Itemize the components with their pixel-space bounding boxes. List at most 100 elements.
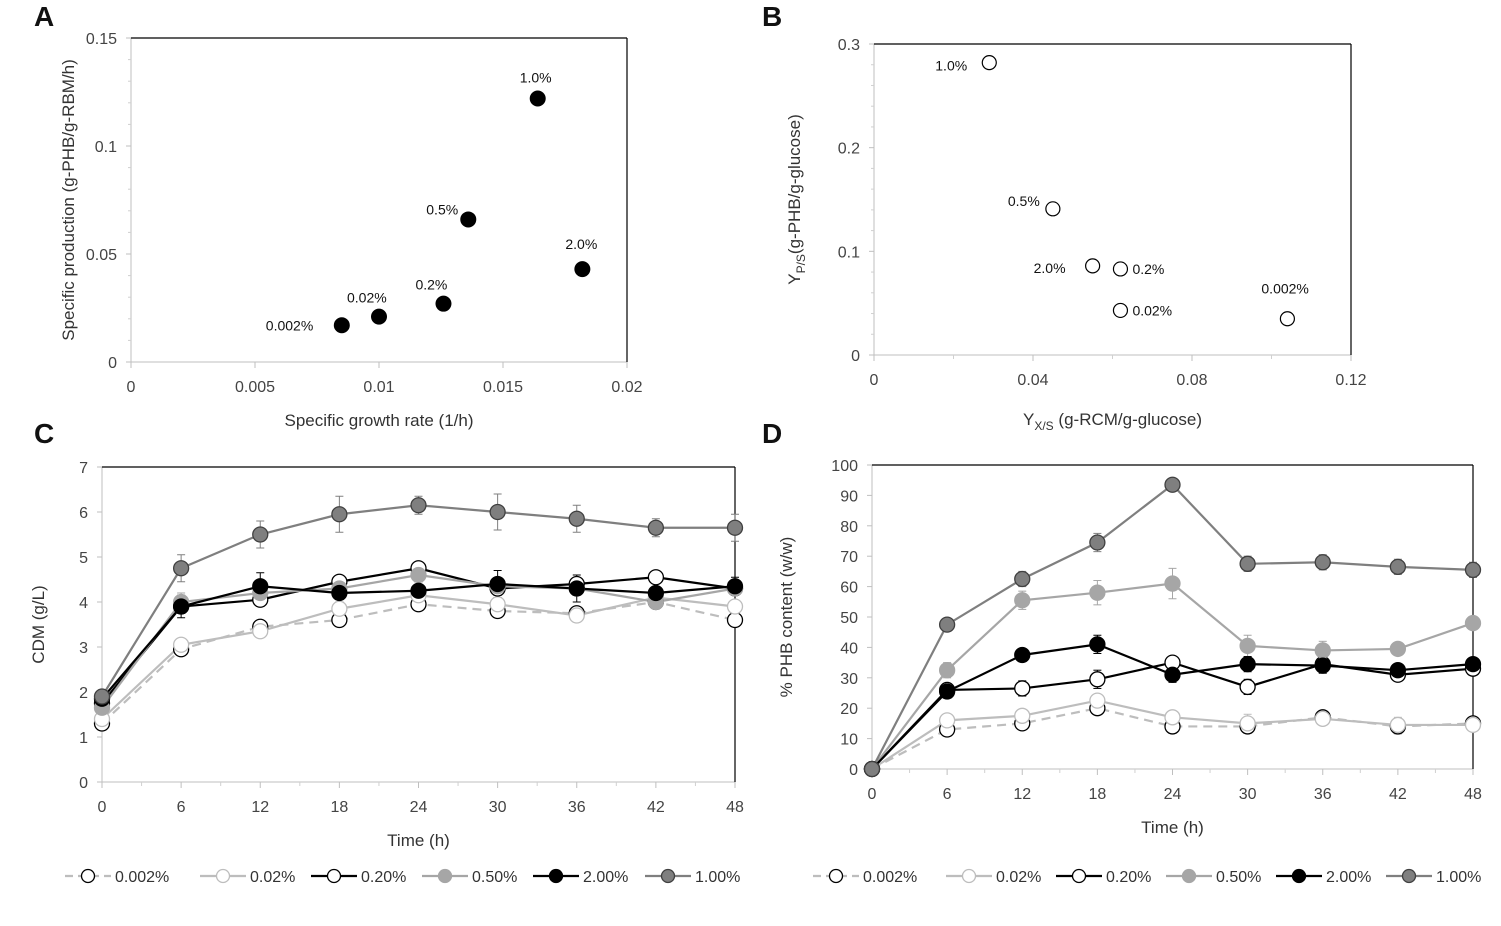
panel-c-point-1.00% [172, 560, 190, 577]
panel-c-point-0.002% [726, 611, 744, 629]
panel-d-point-2.00% [1239, 655, 1256, 673]
legend-c-label-2: 0.20% [361, 869, 406, 886]
panel-d-y-tick-label: 30 [840, 671, 858, 688]
panel-d-point-2.00% [938, 683, 956, 700]
panel-a-x-tick-label: 0.005 [235, 379, 275, 396]
panel-d-point-0.50% [1164, 575, 1181, 592]
panel-d-x-tick-label: 36 [1314, 786, 1332, 803]
panel-d-y-tick-label: 70 [840, 549, 858, 566]
panel-d-x-tick-label: 12 [1013, 786, 1031, 803]
panel-d-y-title: % PHB content (w/w) [777, 537, 796, 698]
panel-c-x-tick-label: 48 [726, 799, 744, 816]
panel-b-point [981, 55, 997, 71]
panel-d-y-tick-label: 10 [840, 732, 858, 749]
panel-a-point [574, 261, 591, 278]
panel-c-x-tick-label: 42 [647, 799, 665, 816]
panel-d: 0 10 20 30 40 50 60 70 80 90 100 0 6 12 18 24 30 36 42 48 Ti… [777, 458, 1482, 837]
panel-c-x-tick-label: 18 [330, 799, 348, 816]
panel-label-d: D [762, 418, 782, 449]
panel-d-y-tick-label: 90 [840, 488, 858, 505]
legend-c-label-5: 1.00% [695, 869, 740, 886]
panel-c-point-2.00% [410, 582, 427, 599]
panel-label-c: C [34, 418, 54, 449]
panel-d-point-2.00% [1089, 636, 1106, 653]
panel-b-point-label: 0.002% [1261, 281, 1308, 297]
panel-c-series-line-0.002% [101, 600, 736, 725]
panel-d-y-tick-label: 80 [840, 519, 858, 536]
panel-b-point-label: 1.0% [935, 58, 967, 74]
panel-a-point-label: 1.0% [520, 69, 552, 85]
panel-d-point-2.00% [1164, 666, 1181, 683]
panel-c-point-2.00% [647, 584, 665, 602]
panel-c-point-1.00% [489, 503, 506, 521]
legend-d-marker-2 [1071, 868, 1087, 884]
panel-d-point-1.00% [1014, 570, 1031, 588]
panel-c-point-1.00% [252, 526, 269, 543]
legend-c-marker-2 [326, 868, 342, 884]
panel-b-point [1085, 258, 1101, 274]
legend-c: 0.002% 0.02% 0.20% 0.50% 2.00% 1.00% [65, 868, 740, 886]
panel-d-x-tick-label: 0 [868, 786, 877, 803]
panel-a-point [333, 317, 350, 334]
legend-d-label-1: 0.02% [996, 869, 1041, 886]
legend-c-marker-1 [215, 868, 231, 884]
panel-d-point-2.00% [1314, 657, 1331, 674]
panel-d-x-tick-label: 18 [1088, 786, 1106, 803]
panel-d-y-tick-label: 60 [840, 580, 858, 597]
panel-c-x-tick-label: 12 [251, 799, 269, 816]
panel-b-y-title-sub: P/S [794, 254, 808, 273]
panel-c-point-1.00% [410, 497, 427, 514]
legend-c-marker-0 [80, 868, 96, 884]
panel-c-x-tick-label: 0 [98, 799, 107, 816]
panel-a-y-tick-label: 0.1 [95, 139, 117, 156]
legend-d: 0.002% 0.02% 0.20% 0.50% 2.00% 1.00% [813, 868, 1481, 886]
panel-a-y-tick-label: 0.15 [86, 31, 117, 48]
panel-d-x-tick-label: 48 [1464, 786, 1482, 803]
legend-d-label-5: 1.00% [1436, 869, 1481, 886]
panel-c-point-2.00% [568, 580, 585, 597]
panel-b-x-title: YX/S (g-RCM/g-glucose) [1023, 410, 1202, 433]
panel-a-point-label: 0.002% [266, 317, 313, 333]
panel-c-point-2.00% [252, 578, 269, 595]
panel-d-point-0.20% [1239, 678, 1256, 696]
panel-b-y-tick-label: 0.1 [838, 244, 860, 261]
panel-c-y-tick-label: 6 [79, 505, 88, 522]
panel-d-point-1.00% [938, 616, 956, 633]
legend-d-marker-0 [828, 868, 844, 884]
panel-a-point-label: 0.02% [347, 290, 387, 306]
panel-c-x-title: Time (h) [387, 831, 450, 850]
panel-d-point-0.50% [1014, 592, 1031, 609]
panel-c-point-0.02% [252, 623, 269, 640]
panel-c-point-0.50% [410, 566, 427, 584]
panel-d-point-0.20% [1089, 671, 1106, 688]
panel-b-point [1279, 311, 1296, 327]
panel-d-point-1.00% [1239, 555, 1256, 572]
panel-c-y-tick-label: 3 [79, 640, 88, 657]
panel-c-point-2.00% [726, 578, 744, 595]
panel-c-point-2.00% [489, 575, 506, 593]
panel-a-point [460, 211, 477, 228]
legend-d-marker-5 [1401, 868, 1417, 884]
legend-d-label-2: 0.20% [1106, 869, 1151, 886]
panel-b-x-tick-label: 0.04 [1017, 372, 1048, 389]
legend-d-label-3: 0.50% [1216, 869, 1261, 886]
panel-b-point-label: 2.0% [1034, 260, 1066, 276]
panel-d-point-0.50% [1389, 640, 1407, 658]
panel-a-x-title: Specific growth rate (1/h) [285, 411, 474, 430]
panel-c-point-0.02% [489, 596, 506, 613]
panel-a-y-tick-label: 0.05 [86, 247, 117, 264]
panel-c-y-tick-label: 5 [79, 550, 88, 567]
panel-d-point-1.00% [1314, 554, 1331, 571]
panel-b-x-tick-label: 0.08 [1176, 372, 1207, 389]
legend-c-marker-3 [437, 868, 453, 884]
panel-c-x-tick-label: 30 [489, 799, 507, 816]
panel-a-point-label: 2.0% [565, 236, 597, 252]
panel-d-y-tick-label: 0 [849, 762, 858, 779]
panel-c-y-tick-label: 7 [79, 460, 88, 477]
panel-d-point-1.00% [1464, 561, 1482, 579]
panel-a-point-label: 0.5% [426, 201, 458, 217]
panel-c-point-0.02% [172, 636, 190, 653]
panel-d-point-0.02% [938, 712, 956, 729]
panel-d-x-title: Time (h) [1141, 818, 1204, 837]
